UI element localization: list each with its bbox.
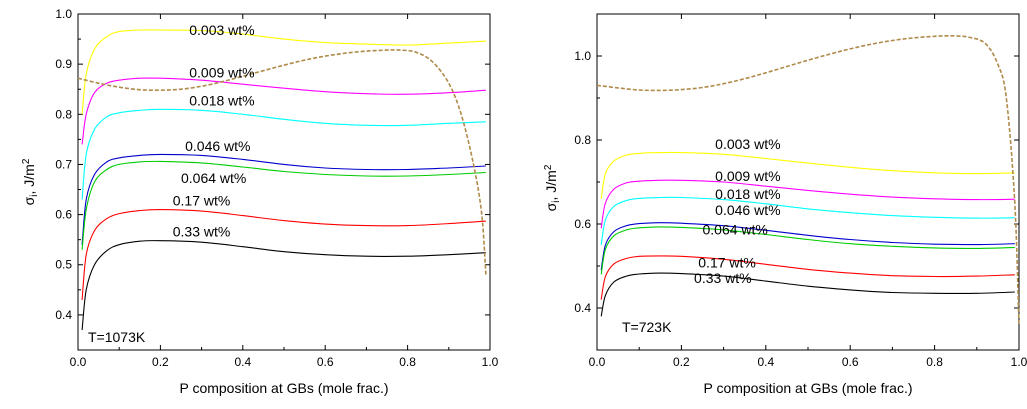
right-y-tick-label: 1.0: [574, 49, 591, 63]
right-series-label-1: 0.009 wt%: [715, 168, 780, 184]
left-series-line-3: [81, 153, 486, 245]
right-series-line-2: [600, 196, 1015, 246]
left-x-tick-label: 1.0: [482, 355, 499, 369]
right-y-tick-label: 0.4: [574, 301, 591, 315]
left-series-line-2: [81, 108, 486, 200]
left-series-line-5: [81, 209, 486, 300]
right-series-line-1: [600, 179, 1015, 229]
right-y-tick-label: 0.6: [574, 217, 591, 231]
left-x-tick-label: 0.6: [317, 355, 334, 369]
left-series-line-6: [81, 240, 486, 330]
right-series-label-6: 0.33 wt%: [694, 270, 752, 286]
right-series-label-4: 0.064 wt%: [703, 222, 768, 238]
left-series-label-0: 0.003 wt%: [189, 22, 254, 38]
left-x-axis-title: P composition at GBs (mole frac.): [179, 380, 388, 396]
right-x-tick-label: 0.4: [757, 355, 774, 369]
left-series-label-3: 0.046 wt%: [185, 138, 250, 154]
left-y-tick-label: 0.8: [55, 107, 72, 121]
right-series-line-3: [600, 222, 1015, 271]
left-y-tick-label: 0.7: [55, 157, 72, 171]
right-x-tick-label: 1.0: [1011, 355, 1027, 369]
right-plot-frame: [596, 13, 1020, 351]
right-series-label-0: 0.003 wt%: [715, 136, 780, 152]
left-y-tick-label: 0.5: [55, 258, 72, 272]
left-series-line-0: [81, 29, 486, 115]
right-series-label-3: 0.046 wt%: [715, 202, 780, 218]
right-x-tick-label: 0.6: [842, 355, 859, 369]
left-series-label-5: 0.17 wt%: [173, 193, 231, 209]
left-x-tick-label: 0.4: [234, 355, 251, 369]
right-series-line-5: [600, 255, 1015, 300]
left-y-tick-label: 1.0: [55, 7, 72, 21]
left-chart: 0.0 0.2 0.4 0.6 0.8 1.0 0.4 0.5 0.6 0.7 0.8 0.9 1.0…: [21, 7, 499, 396]
right-series-label-2: 0.018 wt%: [715, 186, 780, 202]
left-y-axis-title: σi, J/m2: [21, 158, 40, 205]
right-x-tick-label: 0.2: [673, 355, 690, 369]
right-chart: 0.0 0.2 0.4 0.6 0.8 1.0 0.4 0.6 0.8 1.0 0.003 wt…: [543, 13, 1027, 396]
left-series-label-4: 0.064 wt%: [181, 170, 246, 186]
right-x-axis-title: P composition at GBs (mole frac.): [703, 380, 912, 396]
left-series-label-1: 0.009 wt%: [189, 65, 254, 81]
right-series-line-6: [600, 272, 1015, 317]
left-series-line-4: [81, 160, 486, 250]
left-y-tick-label: 0.6: [55, 208, 72, 222]
right-y-tick-label: 0.8: [574, 133, 591, 147]
left-x-tick-label: 0.0: [70, 355, 87, 369]
left-x-tick-label: 0.8: [399, 355, 416, 369]
right-x-tick-label: 0.8: [926, 355, 943, 369]
left-temperature-annotation: T=1073K: [88, 329, 146, 345]
right-series-line-0: [600, 151, 1015, 199]
right-x-tick-label: 0.0: [589, 355, 606, 369]
right-temperature-annotation: T=723K: [622, 319, 672, 335]
left-y-tick-label: 0.4: [55, 308, 72, 322]
left-series-line-1: [81, 77, 486, 145]
right-dashed-curve: [596, 34, 1020, 325]
left-dashed-curve: [77, 49, 487, 275]
right-y-axis-title: σi, J/m2: [543, 164, 562, 211]
left-series-label-2: 0.018 wt%: [189, 92, 254, 108]
right-series-line-4: [600, 226, 1015, 275]
left-x-tick-label: 0.2: [152, 355, 169, 369]
right-series-label-5: 0.17 wt%: [698, 254, 756, 270]
left-y-tick-label: 0.9: [55, 57, 72, 71]
left-series-label-6: 0.33 wt%: [173, 224, 231, 240]
